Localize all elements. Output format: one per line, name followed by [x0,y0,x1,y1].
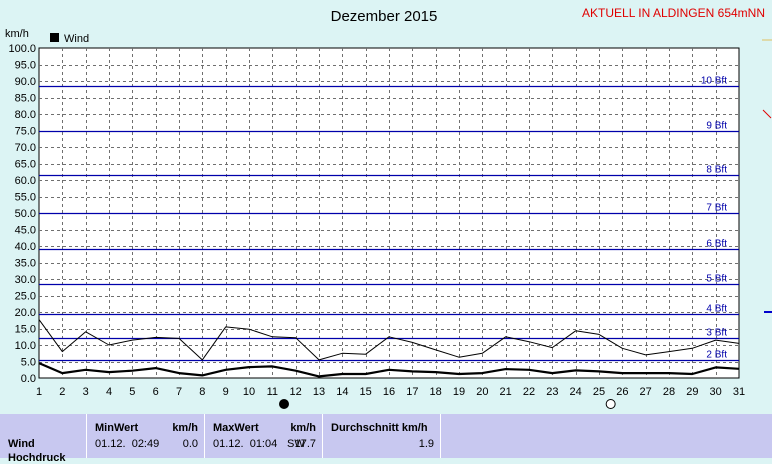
x-tick-label-20: 21 [500,386,512,398]
x-tick-label-18: 19 [453,386,465,398]
y-tick-label-2: 10.0 [15,340,36,352]
max-value: 17.7 [294,438,316,450]
y-tick-label-17: 85.0 [15,93,36,105]
x-tick-label-17: 18 [430,386,442,398]
max-time: 01.12. 01:04 [213,438,278,450]
x-tick-label-3: 4 [106,386,112,398]
x-tick-label-10: 11 [267,386,278,398]
series-lines [38,319,740,378]
x-tick-label-1: 2 [59,386,65,398]
moon-new-icon [605,399,616,409]
x-tick-label-11: 12 [290,386,302,398]
moon-phases [279,399,616,409]
x-tick-label-25: 26 [616,386,628,398]
series-line-max [38,319,740,361]
y-tick-label-7: 35.0 [15,258,36,270]
stats-max-cell: MaxWert km/h 01.12. 01:04 SW 17.7 [205,414,323,458]
beaufort-label-4: 6 Bft [706,239,727,250]
beaufort-label-1: 3 Bft [706,328,727,339]
y-tick-label-5: 25.0 [15,291,36,303]
y-tick-labels: 0.0 5.0 10.0 15.0 20.0 25.0 30.0 35.0 40.0 45.0 50… [8,43,36,385]
x-tick-label-23: 24 [570,386,582,398]
legend-label-wind: Wind [64,33,89,45]
y-tick-label-10: 50.0 [15,208,36,220]
series-line-average [38,362,740,378]
stats-next-row-label: Hochdruck [8,452,66,464]
x-tick-label-21: 22 [523,386,535,398]
beaufort-label-6: 8 Bft [706,165,727,176]
y-tick-label-15: 75.0 [15,126,36,138]
y-tick-label-18: 90.0 [15,76,36,88]
y-tick-label-3: 15.0 [15,324,36,336]
y-tick-label-4: 20.0 [15,307,36,319]
avg-header: Durchschnitt km/h [331,422,428,434]
side-decor [762,39,772,313]
x-tick-label-26: 27 [640,386,652,398]
stats-avg-cell: Durchschnitt km/h 1.9 [323,414,441,458]
x-tick-label-29: 30 [710,386,722,398]
x-tick-label-8: 9 [223,386,229,398]
stats-panel: Wind Hochdruck MinWert km/h 01.12. 02:49… [0,414,772,464]
beaufort-label-5: 7 Bft [706,203,727,214]
avg-value: 1.9 [418,438,434,450]
y-tick-label-6: 30.0 [15,274,36,286]
beaufort-label-2: 4 Bft [706,304,727,315]
min-header: MinWert [95,422,139,434]
y-tick-label-19: 95.0 [15,60,36,72]
x-tick-label-28: 29 [686,386,698,398]
x-tick-label-9: 10 [243,386,255,398]
stats-row-label: Wind [8,438,35,450]
max-unit: km/h [290,422,316,434]
location-label: AKTUELL IN ALDINGEN 654mNN [582,6,765,20]
x-tick-label-0: 1 [36,386,42,398]
x-tick-label-7: 8 [199,386,205,398]
legend-swatch-wind [50,33,59,42]
beaufort-label-8: 10 Bft [701,76,727,87]
max-header: MaxWert [213,422,259,434]
x-tick-label-6: 7 [176,386,182,398]
x-tick-label-24: 25 [593,386,605,398]
y-tick-label-12: 60.0 [15,175,36,187]
stats-row-label-cell: Wind Hochdruck [0,414,87,464]
y-tick-label-13: 65.0 [15,159,36,171]
x-tick-label-16: 17 [406,386,418,398]
x-tick-label-13: 14 [336,386,348,398]
x-tick-label-5: 6 [153,386,159,398]
x-tick-label-30: 31 [733,386,745,398]
min-time: 01.12. 02:49 [95,438,160,450]
x-tick-label-14: 15 [360,386,372,398]
beaufort-label-3: 5 Bft [706,274,727,285]
chart-title: Dezember 2015 [331,8,438,25]
y-tick-label-9: 45.0 [15,225,36,237]
x-tick-label-15: 16 [383,386,395,398]
y-tick-label-16: 80.0 [15,109,36,121]
beaufort-lines: 2 Bft 3 Bft 4 Bft 5 Bft 6 Bft 7 Bft 8 Bft 9 Bft… [39,76,739,362]
y-tick-label-20: 100.0 [8,43,36,55]
y-tick-label-8: 40.0 [15,241,36,253]
x-tick-label-22: 23 [546,386,558,398]
beaufort-label-0: 2 Bft [706,350,727,361]
x-tick-labels: 1 2 3 4 5 6 7 8 9 10 11 12 13 14 15 16 17 18 19 20 21 22 23 24 2… [36,386,745,398]
x-tick-label-2: 3 [83,386,89,398]
moon-full-icon [279,399,289,409]
y-tick-label-11: 55.0 [15,192,36,204]
x-tick-label-4: 5 [129,386,135,398]
y-axis-label: km/h [5,28,29,40]
x-tick-label-12: 13 [313,386,325,398]
y-tick-label-14: 70.0 [15,142,36,154]
beaufort-label-7: 9 Bft [706,121,727,132]
min-unit: km/h [172,422,198,434]
x-tick-label-19: 20 [476,386,488,398]
min-value: 0.0 [182,438,198,450]
x-tick-label-27: 28 [663,386,675,398]
stats-min-cell: MinWert km/h 01.12. 02:49 0.0 [87,414,205,458]
y-tick-label-0: 0.0 [21,373,36,385]
max-direction: SW [287,438,305,450]
legend: Wind [50,33,89,45]
y-tick-label-1: 5.0 [21,357,36,369]
